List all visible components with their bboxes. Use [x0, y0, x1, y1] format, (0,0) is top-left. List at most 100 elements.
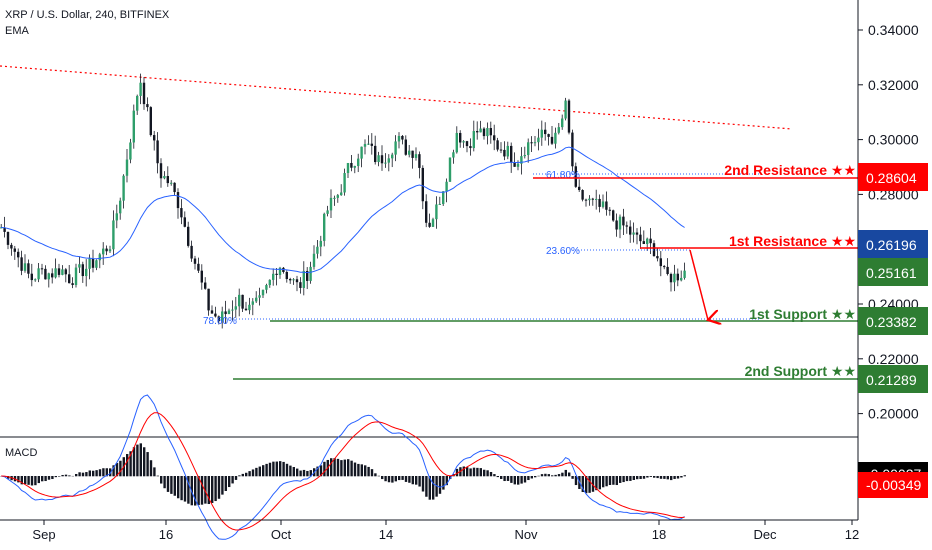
- badge-2nd-resistance: [858, 163, 928, 191]
- candle-body: [217, 316, 220, 322]
- macd-hist-bar: [163, 476, 166, 489]
- macd-hist-bar: [506, 476, 510, 481]
- candle-body: [629, 226, 632, 235]
- candle-body: [591, 198, 594, 200]
- candle-body: [608, 209, 611, 211]
- macd-hist-bar: [462, 466, 465, 477]
- macd-hist-bar: [302, 469, 306, 477]
- candle-body: [476, 131, 479, 133]
- macd-hist-bar: [663, 476, 666, 479]
- candle-body: [64, 269, 67, 275]
- macd-hist-bar: [279, 461, 282, 477]
- candle-body: [187, 226, 190, 246]
- candle-body: [533, 142, 537, 144]
- macd-hist-bar: [88, 470, 91, 477]
- macd-hist-bar: [401, 476, 404, 480]
- macd-hist-bar: [636, 476, 639, 480]
- macd-hist-bar: [211, 476, 214, 504]
- macd-hist-bar: [149, 460, 153, 477]
- candle-body: [503, 149, 506, 157]
- candle-body: [408, 150, 411, 155]
- candle-body: [47, 273, 50, 280]
- candle-body: [479, 128, 482, 133]
- candle-body: [258, 295, 261, 298]
- macd-hist-bar: [530, 476, 533, 479]
- macd-hist-bar: [44, 476, 47, 482]
- candle-body: [231, 309, 234, 311]
- candle-body: [78, 264, 81, 268]
- price-tick-label: 0.20000: [868, 406, 919, 422]
- macd-hist-bar: [166, 476, 170, 492]
- candle-body: [289, 279, 292, 281]
- macd-hist-bar: [7, 476, 10, 479]
- candle-body: [207, 288, 210, 311]
- macd-label: MACD: [5, 447, 37, 459]
- macd-hist-bar: [204, 476, 207, 504]
- macd-hist-bar: [513, 476, 516, 485]
- candle-body: [360, 146, 363, 159]
- candle-body: [489, 128, 492, 136]
- candle-body: [142, 82, 146, 105]
- level-label-2nd-support: 2nd Support ★★: [745, 363, 856, 379]
- candle-body: [88, 258, 91, 269]
- macd-readout-badge-2: [858, 472, 928, 498]
- candle-body: [527, 142, 530, 156]
- macd-hist-bar: [561, 472, 564, 477]
- macd-hist-bar: [241, 473, 244, 477]
- macd-hist-bar: [612, 476, 615, 485]
- candle-body: [663, 266, 666, 268]
- time-tick-label: 16: [159, 527, 173, 542]
- candle-body: [278, 267, 282, 275]
- macd-hist-bar: [653, 476, 656, 478]
- macd-hist-bar: [364, 465, 367, 477]
- candle-body: [455, 132, 458, 153]
- macd-hist-bar: [659, 476, 663, 479]
- macd-hist-bar: [24, 476, 27, 485]
- macd-hist-bar: [336, 458, 340, 477]
- candle-body: [482, 128, 486, 137]
- macd-hist-bar: [642, 476, 646, 479]
- macd-hist-bar: [540, 474, 544, 477]
- candle-body: [37, 268, 40, 280]
- candle-body: [459, 132, 462, 143]
- macd-hist-bar: [360, 464, 363, 477]
- macd-hist-bar: [316, 466, 319, 477]
- candle-body: [350, 162, 353, 168]
- candle-body: [98, 254, 101, 261]
- macd-hist-bar: [173, 476, 176, 496]
- candle-body: [323, 213, 326, 241]
- candle-body: [649, 238, 652, 244]
- candle-body: [581, 190, 584, 200]
- candle-body: [156, 140, 159, 164]
- candle-body: [622, 216, 625, 226]
- macd-hist-bar: [520, 476, 523, 484]
- macd-hist-bar: [292, 467, 295, 477]
- candle-body: [625, 225, 628, 227]
- macd-hist-bar: [119, 460, 122, 477]
- candle-body: [493, 135, 496, 141]
- candle-body: [448, 157, 452, 182]
- macd-hist-bar: [551, 475, 554, 477]
- macd-hist-bar: [272, 461, 275, 477]
- candle-body: [149, 107, 152, 136]
- macd-hist-bar: [442, 476, 445, 490]
- candle-body: [642, 241, 645, 244]
- chart-title: XRP / U.S. Dollar, 240, BITFINEX: [5, 9, 170, 21]
- candle-body: [598, 198, 601, 207]
- candle-body: [387, 158, 390, 163]
- candle-body: [397, 135, 401, 142]
- candlestick-series: [0, 73, 686, 329]
- macd-hist-bar: [323, 461, 326, 477]
- macd-hist-bar: [207, 476, 210, 505]
- macd-hist-bar: [105, 468, 108, 477]
- candle-body: [537, 137, 540, 143]
- candle-body: [374, 145, 377, 163]
- candle-body: [132, 110, 135, 143]
- macd-hist-bar: [37, 476, 40, 484]
- candle-body: [567, 100, 571, 133]
- macd-hist-bar: [595, 476, 598, 491]
- macd-hist-bar: [58, 476, 61, 477]
- candle-body: [646, 238, 649, 244]
- macd-hist-bar: [180, 476, 183, 501]
- macd-hist-bar: [214, 476, 217, 502]
